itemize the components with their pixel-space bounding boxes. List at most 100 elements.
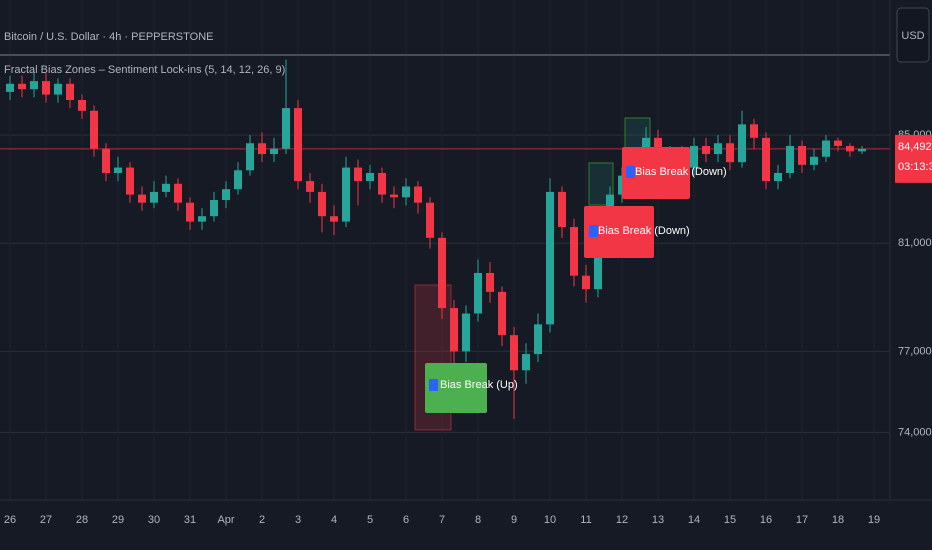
- x-tick-label: 10: [544, 514, 556, 526]
- y-tick-label: 77,000.00: [898, 345, 932, 357]
- candle-body: [246, 143, 254, 171]
- x-tick-label: 19: [868, 514, 880, 526]
- candle-body: [102, 148, 110, 173]
- icon: [589, 225, 598, 237]
- x-tick-label: 14: [688, 514, 700, 526]
- candle-body: [378, 172, 386, 195]
- x-tick-label: 30: [148, 514, 160, 526]
- candle-body: [774, 172, 782, 182]
- x-tick-label: 9: [511, 514, 517, 526]
- x-tick-label: 31: [184, 514, 196, 526]
- candle-body: [858, 148, 866, 152]
- x-tick-label: 2: [259, 514, 265, 526]
- candle-body: [114, 167, 122, 173]
- annotation-box: [584, 206, 654, 258]
- x-tick-label: 5: [367, 514, 373, 526]
- candle-body: [522, 354, 530, 371]
- candle-body: [486, 272, 494, 292]
- x-tick-label: 12: [616, 514, 628, 526]
- candle-body: [234, 170, 242, 190]
- x-tick-label: 15: [724, 514, 736, 526]
- annotation-box: [425, 363, 487, 413]
- candle-body: [198, 216, 206, 222]
- x-tick-label: 29: [112, 514, 124, 526]
- candle-body: [210, 200, 218, 217]
- candle-body: [54, 83, 62, 95]
- last-price-tag: [895, 134, 932, 183]
- candle-body: [810, 156, 818, 165]
- candle-body: [282, 108, 290, 149]
- candle-body: [222, 189, 230, 200]
- last-price-label: 84,492.20: [898, 141, 932, 153]
- y-tick-label: 74,000.00: [898, 426, 932, 438]
- candle-body: [546, 191, 554, 325]
- candle-body: [294, 108, 302, 182]
- candle-body: [738, 124, 746, 163]
- candle-body: [726, 143, 734, 163]
- candle-body: [258, 143, 266, 155]
- candle-body: [174, 183, 182, 203]
- x-tick-label: 6: [403, 514, 409, 526]
- candle-body: [42, 81, 50, 95]
- candle-body: [6, 83, 14, 92]
- candle-body: [162, 183, 170, 192]
- x-tick-label: 13: [652, 514, 664, 526]
- annotation: Bias Break (Down): [622, 147, 727, 199]
- currency-button[interactable]: [896, 7, 930, 63]
- candle-body: [714, 143, 722, 155]
- candle-body: [450, 308, 458, 352]
- currency[interactable]: USD: [901, 30, 924, 42]
- annotation-label: Bias Break (Up): [440, 379, 518, 391]
- candle-body: [846, 145, 854, 152]
- axes: 85,000.0081,000.0077,000.0074,000.002627…: [4, 129, 932, 526]
- annotation-label: Bias Break (Down): [598, 225, 690, 237]
- candle-body: [702, 145, 710, 155]
- candle-body: [762, 137, 770, 182]
- candle-body: [798, 145, 806, 165]
- x-tick-label: 8: [475, 514, 481, 526]
- candle-body: [270, 148, 278, 155]
- y-tick-label: 81,000.00: [898, 237, 932, 249]
- indicator-title: Fractal Bias Zones – Sentiment Lock-ins …: [4, 64, 285, 76]
- countdown: 03:13:32: [898, 161, 932, 173]
- candle-body: [30, 81, 38, 90]
- candle-body: [66, 83, 74, 100]
- candle-body: [690, 145, 698, 168]
- candle-body: [510, 335, 518, 371]
- x-tick-label: 28: [76, 514, 88, 526]
- candle-body: [390, 194, 398, 198]
- annotation: Bias Break (Down): [584, 206, 690, 258]
- candle-body: [150, 191, 158, 203]
- candle-body: [438, 237, 446, 309]
- candle-body: [330, 216, 338, 222]
- candle-body: [90, 110, 98, 149]
- icon: [626, 166, 635, 178]
- candle-body: [342, 167, 350, 222]
- candle-body: [126, 167, 134, 195]
- x-tick-label: 17: [796, 514, 808, 526]
- candle-body: [414, 186, 422, 203]
- chart-title: Bitcoin / U.S. Dollar · 4h · PEPPERSTONE: [4, 31, 213, 43]
- annotation-label: Bias Break (Down): [635, 166, 727, 178]
- candle-body: [582, 275, 590, 290]
- x-tick-label: 26: [4, 514, 16, 526]
- x-tick-label: 18: [832, 514, 844, 526]
- candle-body: [138, 194, 146, 203]
- x-tick-label: 11: [580, 514, 591, 526]
- candle-body: [426, 202, 434, 238]
- candle-body: [558, 191, 566, 228]
- x-tick-label: Apr: [217, 514, 234, 526]
- candle-body: [750, 124, 758, 138]
- candle-body: [474, 272, 482, 314]
- candle-body: [306, 181, 314, 192]
- x-tick-label: 7: [439, 514, 445, 526]
- candle-body: [534, 324, 542, 355]
- x-tick-label: 16: [760, 514, 772, 526]
- x-tick-label: 27: [40, 514, 52, 526]
- candle-body: [18, 83, 26, 90]
- candle-body: [570, 227, 578, 276]
- candle-body: [786, 145, 794, 173]
- candle-body: [462, 313, 470, 352]
